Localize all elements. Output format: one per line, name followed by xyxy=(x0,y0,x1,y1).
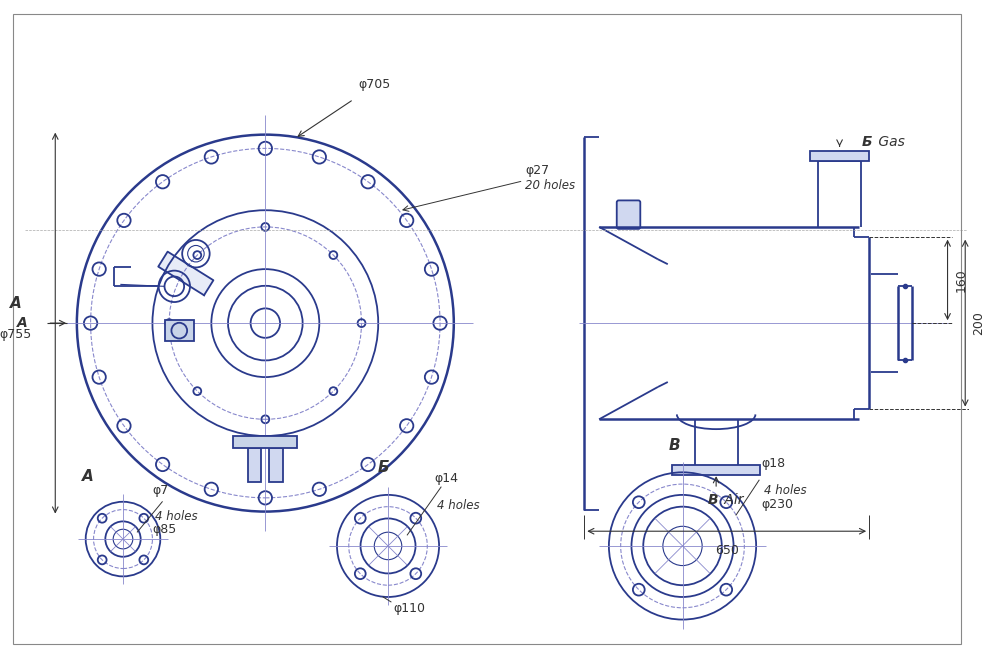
Text: 200: 200 xyxy=(972,311,982,335)
Text: φ27: φ27 xyxy=(525,164,550,178)
Text: Б: Б xyxy=(377,460,389,475)
FancyBboxPatch shape xyxy=(617,201,640,229)
Text: A: A xyxy=(82,469,93,484)
Text: φ14: φ14 xyxy=(434,472,459,485)
Bar xyxy=(234,436,298,448)
Text: φ18: φ18 xyxy=(761,457,786,470)
Text: A: A xyxy=(10,296,22,311)
Text: 160: 160 xyxy=(955,268,967,291)
Text: В: В xyxy=(669,438,681,453)
Text: φ7: φ7 xyxy=(152,484,169,497)
Bar xyxy=(810,151,869,161)
Text: φ85: φ85 xyxy=(152,523,177,536)
Text: B: B xyxy=(707,493,718,507)
Text: 20 holes: 20 holes xyxy=(525,179,575,192)
Text: 4 holes: 4 holes xyxy=(764,484,806,497)
Text: Air: Air xyxy=(720,493,743,507)
Text: 650: 650 xyxy=(715,544,738,557)
Text: φ705: φ705 xyxy=(358,78,391,91)
Text: φ755: φ755 xyxy=(0,328,32,341)
Text: φ230: φ230 xyxy=(761,498,793,511)
Text: 4 holes: 4 holes xyxy=(437,499,480,512)
Text: Б: Б xyxy=(861,134,872,149)
Polygon shape xyxy=(158,251,213,295)
Text: Gas: Gas xyxy=(874,134,904,149)
Bar xyxy=(672,465,760,475)
Bar xyxy=(247,448,261,482)
Bar xyxy=(269,448,283,482)
Text: 4 holes: 4 holes xyxy=(155,509,198,522)
Text: φ110: φ110 xyxy=(393,602,425,615)
Bar xyxy=(165,320,194,342)
Text: A: A xyxy=(17,316,27,330)
